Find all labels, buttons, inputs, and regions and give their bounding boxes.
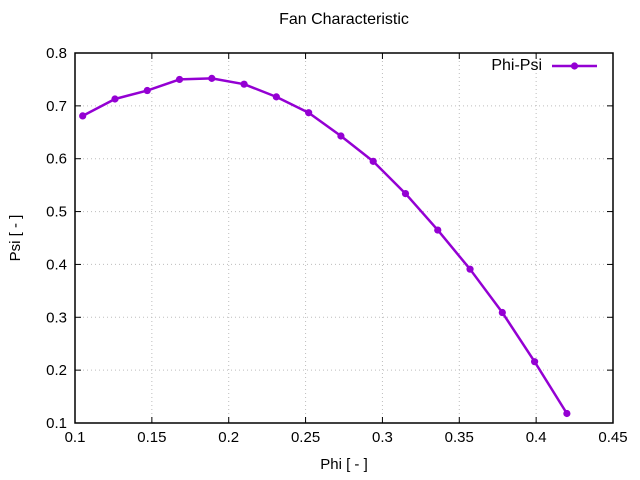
data-point (466, 265, 474, 273)
x-axis-label: Phi [ - ] (320, 456, 368, 473)
plot-frame (74, 52, 614, 424)
chart-title: Fan Characteristic (279, 11, 409, 28)
x-tick-label: 0.4 (526, 429, 547, 446)
data-point (111, 95, 119, 103)
data-point (369, 157, 377, 165)
data-point (498, 308, 506, 317)
data-point (401, 190, 410, 198)
y-tick-label: 0.1 (46, 415, 67, 432)
y-tick-label: 0.3 (46, 309, 67, 326)
x-tick-label: 0.35 (445, 429, 474, 446)
data-point (143, 86, 151, 95)
data-point (531, 358, 539, 366)
x-tick-label: 0.25 (291, 429, 320, 446)
x-tick-label: 0.1 (65, 429, 86, 446)
x-tick-label: 0.45 (598, 429, 627, 446)
data-point (563, 409, 571, 418)
data-point (208, 74, 216, 82)
y-tick-label: 0.5 (46, 204, 67, 221)
data-point (240, 80, 248, 88)
data-point (175, 75, 184, 84)
y-tick-label: 0.7 (46, 98, 67, 115)
x-tick-label: 0.2 (218, 429, 239, 446)
series-line (81, 77, 569, 415)
legend-series-label: Phi-Psi (491, 57, 542, 74)
data-point (79, 112, 87, 120)
y-tick-label: 0.4 (46, 256, 67, 273)
legend-marker-sample (570, 62, 579, 70)
y-tick-label: 0.6 (46, 151, 67, 168)
data-point (434, 226, 442, 234)
x-tick-label: 0.15 (137, 429, 166, 446)
y-tick-label: 0.2 (46, 362, 67, 379)
data-point (305, 109, 313, 117)
data-point (337, 132, 345, 140)
x-tick-label: 0.3 (372, 429, 393, 446)
data-point (272, 93, 280, 101)
y-tick-label: 0.8 (46, 45, 67, 62)
